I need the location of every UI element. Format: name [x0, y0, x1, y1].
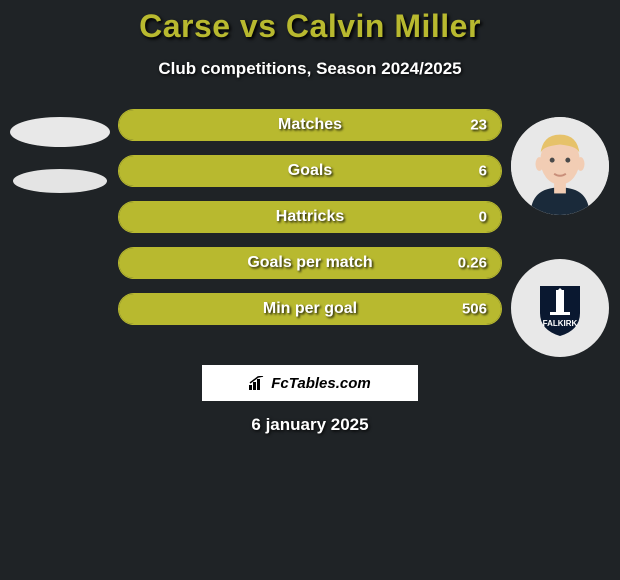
stat-value-right: 0.26	[458, 255, 487, 272]
stat-value-right: 23	[470, 117, 487, 134]
stat-bar: Min per goal 506	[118, 293, 502, 325]
club-right-avatar: FALKIRK	[511, 259, 609, 357]
stat-value-right: 6	[479, 163, 487, 180]
stat-label: Hattricks	[276, 208, 344, 226]
stat-bar: Goals 6	[118, 155, 502, 187]
stat-value-right: 506	[462, 301, 487, 318]
right-avatars: FALKIRK	[508, 109, 612, 357]
chart-icon	[249, 376, 267, 390]
stat-label: Goals	[288, 162, 332, 180]
stat-label: Min per goal	[263, 300, 357, 318]
stats-row: Matches 23 Goals 6 Hattricks 0 Goals per match…	[0, 109, 620, 357]
stat-label: Goals per match	[247, 254, 372, 272]
stat-value-right: 0	[479, 209, 487, 226]
subtitle: Club competitions, Season 2024/2025	[0, 59, 620, 79]
left-avatars	[8, 109, 112, 193]
watermark-text: FcTables.com	[271, 375, 370, 392]
watermark: FcTables.com	[202, 365, 418, 401]
club-crest-icon: FALKIRK	[530, 278, 590, 338]
stat-bar: Goals per match 0.26	[118, 247, 502, 279]
stat-bars: Matches 23 Goals 6 Hattricks 0 Goals per match…	[112, 109, 508, 339]
player-right-avatar	[511, 117, 609, 215]
stat-bar: Matches 23	[118, 109, 502, 141]
page-title: Carse vs Calvin Miller	[0, 8, 620, 45]
player-left-avatar	[10, 117, 110, 147]
stat-bar: Hattricks 0	[118, 201, 502, 233]
date-text: 6 january 2025	[0, 415, 620, 435]
svg-text:FALKIRK: FALKIRK	[543, 319, 578, 328]
face-icon	[511, 117, 609, 215]
club-left-avatar	[13, 169, 107, 193]
comparison-card: Carse vs Calvin Miller Club competitions…	[0, 0, 620, 435]
stat-label: Matches	[278, 116, 342, 134]
